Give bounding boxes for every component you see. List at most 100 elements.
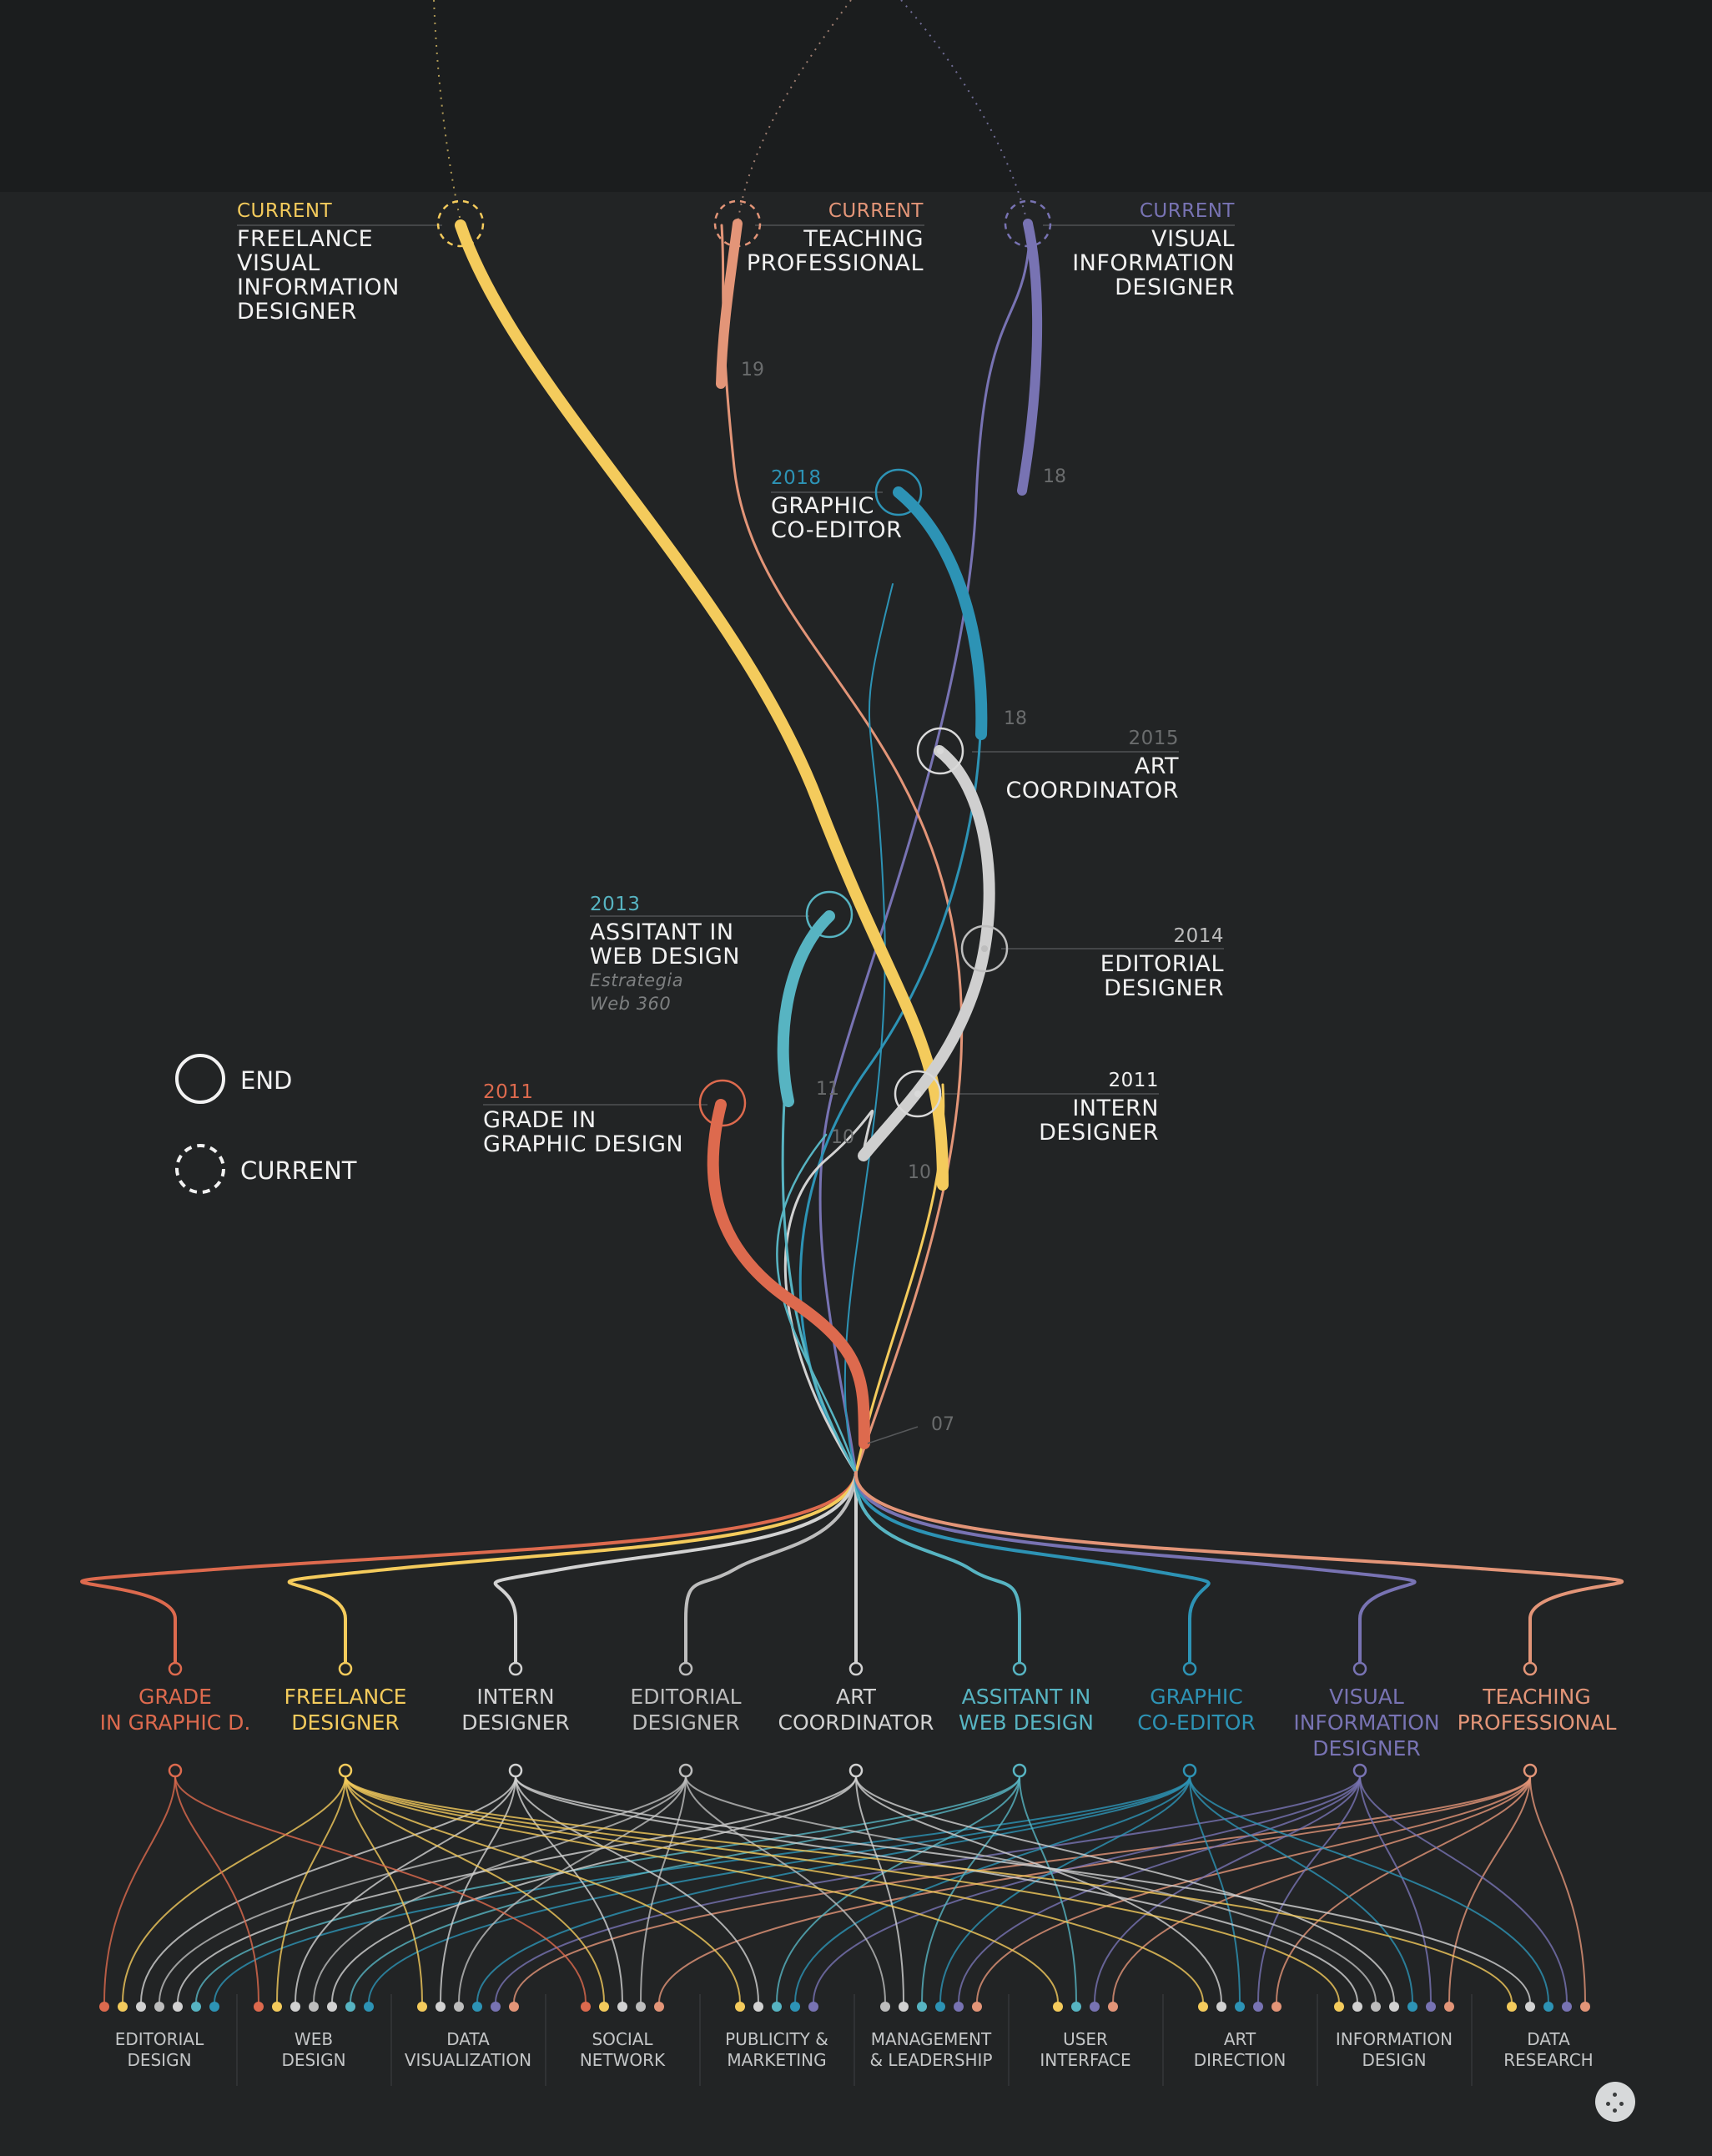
milestone-intern: 2011 INTERN DESIGNER (926, 1068, 1159, 1145)
link-freelance-0 (122, 1776, 346, 2003)
skill-data-visualization: DATA VISUALIZATION (404, 2029, 532, 2070)
link-editorial-2 (458, 1776, 687, 2003)
link-grade-0 (103, 1776, 176, 2003)
segment-teaching (716, 219, 743, 389)
link-freelance-6 (345, 1776, 1059, 2003)
link-visual-8 (1359, 1776, 1432, 2003)
path-visual-thin (818, 224, 1032, 1474)
circle-coeditor-dot (895, 489, 902, 496)
milestone-grade-name: GRADE IN GRAPHIC DESIGN (483, 1107, 684, 1157)
milestone-visual-name: VISUAL INFORMATION DESIGNER (1072, 226, 1235, 300)
milestone-art-name: ART COORDINATOR (1005, 753, 1179, 803)
branch-end-freelance (338, 1661, 353, 1676)
path-webdesign-thin (781, 1100, 858, 1474)
circle-grade-dot (719, 1100, 726, 1106)
circle-teaching (713, 199, 762, 248)
milestone-art: 2015 ART COORDINATOR (968, 726, 1179, 803)
link-visual-2 (495, 1776, 1361, 2003)
link-webdesign-6 (1019, 1776, 1077, 2003)
skill-dot-teaching-3 (654, 2002, 664, 2012)
skill-dot-webdesign-6 (1071, 2002, 1081, 2012)
legend-end-label: END (240, 1066, 293, 1095)
branch-editorial (684, 1471, 858, 1669)
skill-dot-coeditor-1 (364, 2002, 374, 2012)
skill-publicity-marketing: PUBLICITY & MARKETING (725, 2029, 828, 2070)
skill-dot-intern-1 (290, 2002, 300, 2012)
link-art-0 (177, 1776, 857, 2003)
link-visual-7 (1257, 1776, 1361, 2003)
dots-menu-icon[interactable] (1595, 2082, 1635, 2122)
link-intern-9 (515, 1776, 1531, 2003)
link-coeditor-7 (1189, 1776, 1241, 2003)
skill-dot-editorial-3 (636, 2002, 646, 2012)
link-freelance-7 (345, 1776, 1204, 2003)
skill-dot-intern-9 (1525, 2002, 1535, 2012)
link-art-8 (855, 1776, 1395, 2003)
link-editorial-5 (685, 1776, 886, 2003)
branch-end-teaching (1523, 1661, 1538, 1676)
circle-editorial (960, 924, 1009, 973)
skill-dot-coeditor-7 (1235, 2002, 1245, 2012)
milestone-coeditor: 2018 GRAPHIC CO-EDITOR (771, 466, 971, 542)
skill-web-design: WEB DESIGN (281, 2029, 346, 2070)
link-coeditor-8 (1189, 1776, 1413, 2003)
skill-dot-freelance-2 (417, 2002, 427, 2012)
milestone-webdesign-when: 2013 (590, 894, 641, 915)
skill-dot-freelance-9 (1507, 2002, 1517, 2012)
branch-coeditor (853, 1471, 1211, 1669)
top-band (0, 0, 1712, 192)
circle-freelance (436, 199, 485, 248)
role-node-intern (508, 1763, 523, 1778)
skill-dot-editorial-2 (454, 2002, 464, 2012)
skill-dot-grade-3 (581, 2002, 591, 2012)
skill-dot-visual-4 (808, 2002, 818, 2012)
branch-visual (853, 1471, 1417, 1669)
skill-editorial-design: EDITORIAL DESIGN (114, 2029, 204, 2070)
link-webdesign-1 (350, 1776, 1020, 2003)
skill-dot-coeditor-0 (209, 2002, 219, 2012)
link-coeditor-2 (476, 1776, 1191, 2003)
milestone-teaching-when: CURRENT (828, 200, 924, 222)
skill-dot-teaching-2 (509, 2002, 519, 2012)
branch-end-visual (1352, 1661, 1367, 1676)
skill-dot-visual-2 (491, 2002, 501, 2012)
link-editorial-8 (685, 1776, 1377, 2003)
skill-dot-webdesign-4 (772, 2002, 782, 2012)
branch-intern (493, 1471, 858, 1669)
skill-dot-editorial-5 (880, 2002, 890, 2012)
skill-dot-visual-9 (1562, 2002, 1572, 2012)
link-teaching-5 (976, 1776, 1531, 2003)
link-freelance-3 (345, 1776, 605, 2003)
year-mark-10a: 10 (831, 1127, 854, 1148)
milestone-freelance-when: CURRENT (237, 200, 333, 222)
skill-dot-art-5 (899, 2002, 909, 2012)
skill-dot-teaching-9 (1580, 2002, 1590, 2012)
segment-webdesign (777, 910, 835, 1107)
legend-current-circle (175, 1144, 225, 1194)
year-mark-19: 19 (741, 360, 764, 380)
branch-end-editorial (678, 1661, 693, 1676)
link-webdesign-0 (195, 1776, 1020, 2003)
year-mark-18b: 18 (1004, 708, 1027, 729)
category-visual: VISUAL INFORMATION DESIGNER (1293, 1685, 1440, 1761)
skill-dot-grade-1 (254, 2002, 264, 2012)
skill-dot-art-1 (327, 2002, 337, 2012)
category-art: ART COORDINATOR (778, 1685, 934, 1735)
skill-user-interface: USER INTERFACE (1040, 2029, 1131, 2070)
category-teaching: TEACHING PROFESSIONAL (1457, 1685, 1617, 1735)
skill-dot-art-0 (173, 2002, 183, 2012)
branch-end-intern (508, 1661, 523, 1676)
skill-dot-visual-7 (1253, 2002, 1263, 2012)
link-grade-3 (174, 1776, 587, 2003)
segment-visual (1017, 219, 1043, 496)
legend-end-circle (175, 1054, 225, 1104)
year-mark-11: 11 (816, 1079, 839, 1100)
skill-social-network: SOCIAL NETWORK (579, 2029, 666, 2070)
skill-dot-freelance-6 (1053, 2002, 1063, 2012)
link-teaching-6 (1112, 1776, 1531, 2003)
link-intern-8 (515, 1776, 1358, 2003)
branch-webdesign (853, 1471, 1021, 1669)
link-coeditor-9 (1189, 1776, 1549, 2003)
link-freelance-8 (345, 1776, 1340, 2003)
